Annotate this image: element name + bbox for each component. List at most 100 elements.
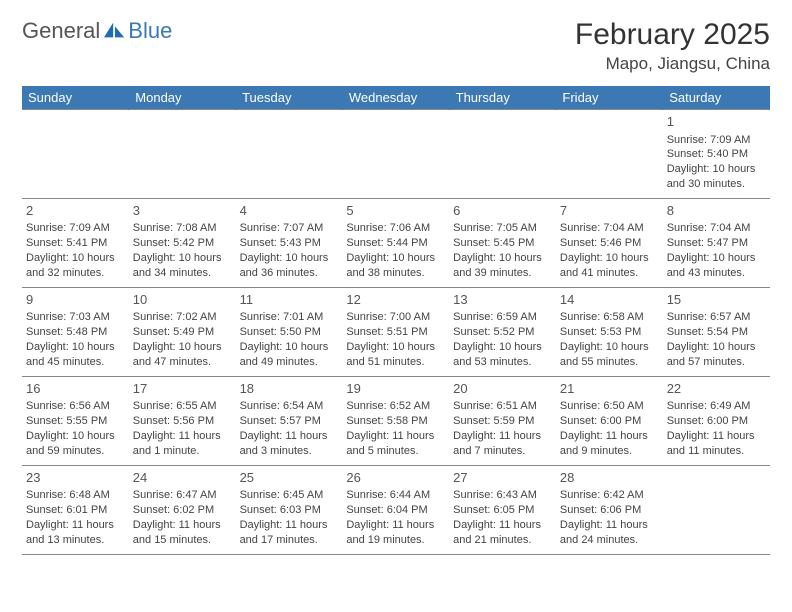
sunset-text: Sunset: 6:00 PM bbox=[560, 414, 659, 429]
sunset-text: Sunset: 5:48 PM bbox=[26, 325, 125, 340]
day-number: 1 bbox=[667, 113, 766, 131]
calendar-empty-cell bbox=[342, 110, 449, 199]
day-number: 25 bbox=[240, 469, 339, 487]
sunrise-text: Sunrise: 6:58 AM bbox=[560, 310, 659, 325]
calendar-day-cell: 9Sunrise: 7:03 AMSunset: 5:48 PMDaylight… bbox=[22, 287, 129, 376]
day-number: 12 bbox=[346, 291, 445, 309]
calendar-day-cell: 10Sunrise: 7:02 AMSunset: 5:49 PMDayligh… bbox=[129, 287, 236, 376]
day-number: 14 bbox=[560, 291, 659, 309]
sunrise-text: Sunrise: 6:49 AM bbox=[667, 399, 766, 414]
sunset-text: Sunset: 5:52 PM bbox=[453, 325, 552, 340]
calendar-day-cell: 27Sunrise: 6:43 AMSunset: 6:05 PMDayligh… bbox=[449, 465, 556, 554]
weekday-header: Saturday bbox=[663, 86, 770, 110]
daylight-text: Daylight: 11 hours and 1 minute. bbox=[133, 429, 232, 459]
brand-logo: General Blue bbox=[22, 18, 172, 44]
daylight-text: Daylight: 10 hours and 32 minutes. bbox=[26, 251, 125, 281]
calendar-day-cell: 21Sunrise: 6:50 AMSunset: 6:00 PMDayligh… bbox=[556, 376, 663, 465]
daylight-text: Daylight: 10 hours and 53 minutes. bbox=[453, 340, 552, 370]
day-number: 16 bbox=[26, 380, 125, 398]
sunrise-text: Sunrise: 6:45 AM bbox=[240, 488, 339, 503]
day-number: 8 bbox=[667, 202, 766, 220]
calendar-day-cell: 7Sunrise: 7:04 AMSunset: 5:46 PMDaylight… bbox=[556, 198, 663, 287]
location-subtitle: Mapo, Jiangsu, China bbox=[575, 54, 770, 74]
sunset-text: Sunset: 5:45 PM bbox=[453, 236, 552, 251]
calendar-day-cell: 22Sunrise: 6:49 AMSunset: 6:00 PMDayligh… bbox=[663, 376, 770, 465]
sunrise-text: Sunrise: 6:54 AM bbox=[240, 399, 339, 414]
daylight-text: Daylight: 11 hours and 19 minutes. bbox=[346, 518, 445, 548]
calendar-day-cell: 14Sunrise: 6:58 AMSunset: 5:53 PMDayligh… bbox=[556, 287, 663, 376]
sunset-text: Sunset: 5:57 PM bbox=[240, 414, 339, 429]
daylight-text: Daylight: 10 hours and 38 minutes. bbox=[346, 251, 445, 281]
day-number: 5 bbox=[346, 202, 445, 220]
sunset-text: Sunset: 5:59 PM bbox=[453, 414, 552, 429]
month-title: February 2025 bbox=[575, 18, 770, 52]
day-number: 13 bbox=[453, 291, 552, 309]
calendar-day-cell: 3Sunrise: 7:08 AMSunset: 5:42 PMDaylight… bbox=[129, 198, 236, 287]
calendar-week-row: 9Sunrise: 7:03 AMSunset: 5:48 PM Daylight… bbox=[22, 287, 770, 376]
sunrise-text: Sunrise: 6:44 AM bbox=[346, 488, 445, 503]
calendar-day-cell: 2Sunrise: 7:09 AMSunset: 5:41 PMDaylight… bbox=[22, 198, 129, 287]
sunset-text: Sunset: 5:51 PM bbox=[346, 325, 445, 340]
calendar-table: SundayMondayTuesdayWednesdayThursdayFrid… bbox=[22, 86, 770, 555]
sunrise-text: Sunrise: 7:09 AM bbox=[667, 133, 766, 148]
sunrise-text: Sunrise: 7:02 AM bbox=[133, 310, 232, 325]
daylight-text: Daylight: 11 hours and 7 minutes. bbox=[453, 429, 552, 459]
daylight-text: Daylight: 11 hours and 11 minutes. bbox=[667, 429, 766, 459]
daylight-text: Daylight: 11 hours and 13 minutes. bbox=[26, 518, 125, 548]
day-number: 17 bbox=[133, 380, 232, 398]
weekday-header: Wednesday bbox=[342, 86, 449, 110]
daylight-text: Daylight: 10 hours and 59 minutes. bbox=[26, 429, 125, 459]
day-number: 9 bbox=[26, 291, 125, 309]
sunset-text: Sunset: 5:55 PM bbox=[26, 414, 125, 429]
day-number: 20 bbox=[453, 380, 552, 398]
daylight-text: Daylight: 11 hours and 9 minutes. bbox=[560, 429, 659, 459]
sunrise-text: Sunrise: 7:03 AM bbox=[26, 310, 125, 325]
sunrise-text: Sunrise: 7:09 AM bbox=[26, 221, 125, 236]
sunset-text: Sunset: 5:43 PM bbox=[240, 236, 339, 251]
calendar-body: 1Sunrise: 7:09 AMSunset: 5:40 PMDaylight… bbox=[22, 110, 770, 555]
sunset-text: Sunset: 5:53 PM bbox=[560, 325, 659, 340]
sunset-text: Sunset: 5:47 PM bbox=[667, 236, 766, 251]
daylight-text: Daylight: 10 hours and 34 minutes. bbox=[133, 251, 232, 281]
sunrise-text: Sunrise: 6:57 AM bbox=[667, 310, 766, 325]
sunset-text: Sunset: 5:41 PM bbox=[26, 236, 125, 251]
day-number: 2 bbox=[26, 202, 125, 220]
brand-general-text: General bbox=[22, 18, 100, 44]
weekday-row: SundayMondayTuesdayWednesdayThursdayFrid… bbox=[22, 86, 770, 110]
sunset-text: Sunset: 5:40 PM bbox=[667, 147, 766, 162]
sunrise-text: Sunrise: 7:07 AM bbox=[240, 221, 339, 236]
calendar-day-cell: 23Sunrise: 6:48 AMSunset: 6:01 PMDayligh… bbox=[22, 465, 129, 554]
sunrise-text: Sunrise: 6:50 AM bbox=[560, 399, 659, 414]
day-number: 7 bbox=[560, 202, 659, 220]
calendar-day-cell: 1 Sunrise: 7:09 AMSunset: 5:40 PMDaylight… bbox=[663, 110, 770, 199]
daylight-text: Daylight: 11 hours and 5 minutes. bbox=[346, 429, 445, 459]
calendar-day-cell: 13Sunrise: 6:59 AMSunset: 5:52 PMDayligh… bbox=[449, 287, 556, 376]
day-number: 27 bbox=[453, 469, 552, 487]
sunrise-text: Sunrise: 7:04 AM bbox=[667, 221, 766, 236]
day-number: 10 bbox=[133, 291, 232, 309]
calendar-day-cell: 18Sunrise: 6:54 AMSunset: 5:57 PMDayligh… bbox=[236, 376, 343, 465]
sunset-text: Sunset: 5:58 PM bbox=[346, 414, 445, 429]
daylight-text: Daylight: 10 hours and 30 minutes. bbox=[667, 162, 766, 192]
sunrise-text: Sunrise: 6:55 AM bbox=[133, 399, 232, 414]
weekday-header: Sunday bbox=[22, 86, 129, 110]
weekday-header: Friday bbox=[556, 86, 663, 110]
sunset-text: Sunset: 5:54 PM bbox=[667, 325, 766, 340]
sunset-text: Sunset: 6:06 PM bbox=[560, 503, 659, 518]
day-number: 3 bbox=[133, 202, 232, 220]
calendar-empty-cell bbox=[663, 465, 770, 554]
daylight-text: Daylight: 10 hours and 43 minutes. bbox=[667, 251, 766, 281]
calendar-empty-cell bbox=[556, 110, 663, 199]
daylight-text: Daylight: 10 hours and 36 minutes. bbox=[240, 251, 339, 281]
day-number: 15 bbox=[667, 291, 766, 309]
sunset-text: Sunset: 6:05 PM bbox=[453, 503, 552, 518]
day-number: 23 bbox=[26, 469, 125, 487]
daylight-text: Daylight: 10 hours and 57 minutes. bbox=[667, 340, 766, 370]
daylight-text: Daylight: 10 hours and 51 minutes. bbox=[346, 340, 445, 370]
sunset-text: Sunset: 5:44 PM bbox=[346, 236, 445, 251]
day-number: 21 bbox=[560, 380, 659, 398]
calendar-empty-cell bbox=[449, 110, 556, 199]
day-number: 6 bbox=[453, 202, 552, 220]
daylight-text: Daylight: 10 hours and 55 minutes. bbox=[560, 340, 659, 370]
calendar-day-cell: 11Sunrise: 7:01 AMSunset: 5:50 PMDayligh… bbox=[236, 287, 343, 376]
